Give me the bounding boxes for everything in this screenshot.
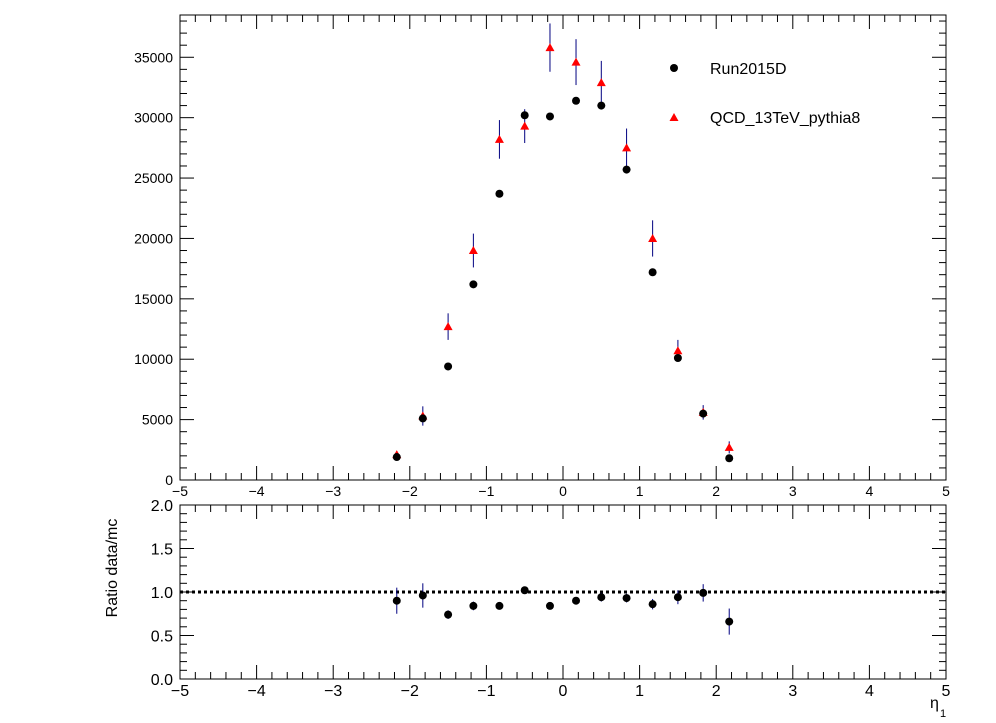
mc-triangle-point bbox=[571, 57, 581, 66]
main-x-tick-label: −1 bbox=[478, 483, 494, 499]
ratio-y-axis-title: Ratio data/mc bbox=[104, 519, 121, 618]
mc-triangle-point bbox=[545, 43, 555, 52]
main-x-tick-label: −4 bbox=[249, 483, 265, 499]
ratio-x-tick-label: 1 bbox=[635, 683, 644, 700]
legend-marker-run2015d bbox=[670, 64, 678, 72]
mc-triangle-point bbox=[520, 121, 530, 130]
ratio-x-tick-label: 2 bbox=[712, 683, 721, 700]
main-y-tick-label: 5000 bbox=[142, 412, 173, 428]
mc-triangle-point bbox=[622, 143, 632, 152]
ratio-point bbox=[418, 591, 427, 600]
data-circle-point bbox=[699, 409, 708, 418]
legend-marker-qcd bbox=[669, 113, 679, 121]
main-x-tick-label: 3 bbox=[789, 483, 797, 499]
data-circle-point bbox=[469, 280, 478, 289]
main-x-tick-label: 5 bbox=[942, 483, 950, 499]
main-x-tick-label: −3 bbox=[325, 483, 341, 499]
data-circle-point bbox=[444, 362, 453, 371]
ratio-point bbox=[572, 596, 581, 605]
main-data-markers bbox=[392, 23, 734, 463]
ratio-y-tick-label: 1.5 bbox=[151, 542, 173, 559]
mc-triangle-point bbox=[648, 233, 658, 242]
data-circle-point bbox=[597, 101, 606, 110]
ratio-x-tick-label: 5 bbox=[942, 683, 951, 700]
data-circle-point bbox=[572, 96, 581, 105]
ratio-point bbox=[622, 594, 631, 603]
ratio-data-markers bbox=[392, 583, 734, 635]
ratio-x-axis-title: η bbox=[930, 695, 939, 712]
ratio-point bbox=[725, 617, 734, 626]
mc-triangle-point bbox=[673, 346, 683, 355]
main-y-tick-label: 30000 bbox=[134, 110, 173, 126]
ratio-point bbox=[545, 601, 554, 610]
mc-triangle-point bbox=[724, 442, 734, 451]
data-circle-point bbox=[392, 453, 401, 462]
ratio-x-tick-label: −1 bbox=[477, 683, 495, 700]
ratio-tick-labels: −5 −4 −3 −2 −1 0 1 2 3 4 5 0.0 0.5 1.0 1.5 2.0 bbox=[151, 498, 951, 700]
ratio-point bbox=[597, 593, 606, 602]
main-x-tick-label: −5 bbox=[172, 483, 188, 499]
data-circle-point bbox=[648, 268, 657, 277]
data-circle-point bbox=[673, 354, 682, 363]
ratio-y-tick-label: 0.5 bbox=[151, 629, 173, 646]
main-tick-labels: −5 −4 −3 −2 −1 0 1 2 3 4 5 0 5000 10000 15000 20000 2500… bbox=[134, 49, 950, 499]
main-x-tick-label: −2 bbox=[402, 483, 418, 499]
main-axis-ticks bbox=[179, 15, 947, 481]
main-x-tick-label: 4 bbox=[866, 483, 874, 499]
mc-triangle-point bbox=[443, 322, 453, 331]
ratio-point bbox=[699, 588, 708, 597]
data-circle-point bbox=[622, 165, 631, 174]
ratio-x-tick-label: −2 bbox=[401, 683, 419, 700]
ratio-point bbox=[520, 586, 529, 595]
ratio-axis-ticks bbox=[179, 504, 947, 680]
main-y-tick-label: 0 bbox=[165, 472, 173, 488]
data-circle-point bbox=[520, 111, 529, 120]
ratio-x-tick-label: 0 bbox=[559, 683, 568, 700]
main-y-tick-label: 20000 bbox=[134, 230, 173, 246]
data-circle-point bbox=[725, 454, 734, 463]
ratio-point bbox=[495, 601, 504, 610]
ratio-point bbox=[648, 600, 657, 609]
main-panel: −5 −4 −3 −2 −1 0 1 2 3 4 5 0 5000 10000 15000 20000 2500… bbox=[134, 14, 950, 499]
ratio-point bbox=[673, 593, 682, 602]
ratio-x-tick-label: −5 bbox=[171, 683, 189, 700]
main-y-tick-label: 15000 bbox=[134, 291, 173, 307]
ratio-panel: −5 −4 −3 −2 −1 0 1 2 3 4 5 0.0 0.5 1.0 1.5 2.0 Ratio da… bbox=[104, 498, 951, 720]
main-y-tick-label: 25000 bbox=[134, 170, 173, 186]
data-circle-point bbox=[545, 112, 554, 121]
mc-triangle-point bbox=[596, 78, 606, 87]
ratio-x-tick-label: −3 bbox=[324, 683, 342, 700]
main-y-tick-label: 35000 bbox=[134, 49, 173, 65]
legend-label-qcd: QCD_13TeV_pythia8 bbox=[710, 110, 860, 127]
data-circle-point bbox=[418, 414, 427, 423]
ratio-x-tick-label: −4 bbox=[247, 683, 265, 700]
main-x-tick-label: 2 bbox=[712, 483, 720, 499]
mc-triangle-point bbox=[494, 134, 504, 143]
ratio-x-axis-title-subscript: 1 bbox=[940, 708, 946, 720]
ratio-point bbox=[469, 601, 478, 610]
mc-triangle-point bbox=[468, 246, 478, 255]
ratio-x-tick-label: 4 bbox=[865, 683, 874, 700]
main-y-tick-label: 10000 bbox=[134, 351, 173, 367]
main-x-tick-label: 0 bbox=[559, 483, 567, 499]
ratio-y-tick-label: 2.0 bbox=[151, 498, 173, 515]
ratio-x-tick-label: 3 bbox=[788, 683, 797, 700]
legend-label-run2015d: Run2015D bbox=[710, 61, 787, 78]
ratio-point bbox=[444, 610, 453, 619]
ratio-point bbox=[392, 596, 401, 605]
main-x-tick-label: 1 bbox=[636, 483, 644, 499]
legend: Run2015D QCD_13TeV_pythia8 bbox=[669, 61, 860, 127]
data-circle-point bbox=[495, 189, 504, 198]
ratio-y-tick-label: 0.0 bbox=[151, 672, 173, 689]
ratio-y-tick-label: 1.0 bbox=[151, 585, 173, 602]
